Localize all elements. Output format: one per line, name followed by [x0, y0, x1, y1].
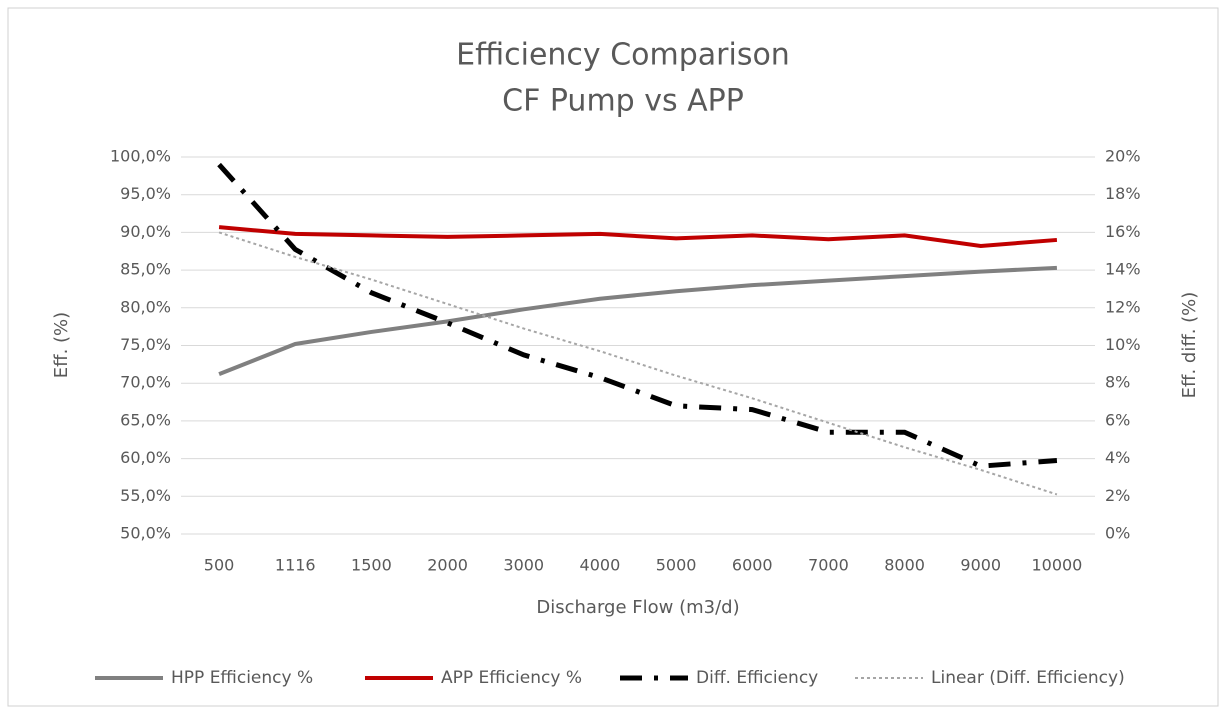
y-tick-label: 60,0% — [120, 448, 171, 467]
y-tick-label: 100,0% — [110, 147, 171, 166]
y2-tick-label: 14% — [1105, 260, 1141, 279]
legend-label: APP Efficiency % — [441, 668, 582, 688]
chart-title: Efficiency Comparison — [456, 38, 790, 73]
x-tick-label: 3000 — [503, 556, 544, 575]
series-line — [218, 231, 1058, 496]
x-tick-label: 1500 — [351, 556, 392, 575]
chart-frame — [7, 7, 1219, 707]
y-tick-label: 65,0% — [120, 410, 171, 429]
x-tick-label: 500 — [204, 556, 235, 575]
x-axis-title: Discharge Flow (m3/d) — [536, 597, 739, 618]
x-tick-label: 10000 — [1031, 556, 1082, 575]
legend-label: HPP Efficiency % — [171, 668, 313, 688]
y2-tick-label: 10% — [1105, 335, 1141, 354]
y-tick-label: 75,0% — [120, 335, 171, 354]
x-tick-label: 9000 — [960, 556, 1001, 575]
x-tick-label: 8000 — [884, 556, 925, 575]
x-tick-label: 5000 — [656, 556, 697, 575]
y-tick-label: 85,0% — [120, 260, 171, 279]
series-line — [218, 225, 1058, 248]
y2-tick-label: 18% — [1105, 184, 1141, 203]
y2-tick-label: 16% — [1105, 222, 1141, 241]
series-line — [218, 265, 1058, 377]
legend-label: Linear (Diff. Efficiency) — [931, 668, 1125, 688]
y2-tick-label: 0% — [1105, 524, 1130, 543]
x-tick-label: 4000 — [580, 556, 621, 575]
x-tick-label: 6000 — [732, 556, 773, 575]
y2-tick-label: 4% — [1105, 448, 1130, 467]
series-line — [217, 162, 1058, 469]
y-tick-label: 80,0% — [120, 297, 171, 316]
y-tick-label: 90,0% — [120, 222, 171, 241]
legend-label: Diff. Efficiency — [696, 668, 818, 688]
y2-tick-label: 20% — [1105, 147, 1141, 166]
y-tick-label: 95,0% — [120, 184, 171, 203]
y-tick-label: 70,0% — [120, 373, 171, 392]
y2-axis-title: Eff. diff. (%) — [1179, 292, 1200, 399]
y-tick-label: 55,0% — [120, 486, 171, 505]
y-axis-title: Eff. (%) — [51, 312, 72, 378]
y2-tick-label: 8% — [1105, 373, 1130, 392]
y-tick-label: 50,0% — [120, 524, 171, 543]
y2-tick-label: 2% — [1105, 486, 1130, 505]
y2-tick-label: 12% — [1105, 297, 1141, 316]
x-tick-label: 2000 — [427, 556, 468, 575]
x-tick-label: 7000 — [808, 556, 849, 575]
x-tick-label: 1116 — [275, 556, 316, 575]
y2-tick-label: 6% — [1105, 410, 1130, 429]
chart-subtitle: CF Pump vs APP — [502, 84, 744, 119]
